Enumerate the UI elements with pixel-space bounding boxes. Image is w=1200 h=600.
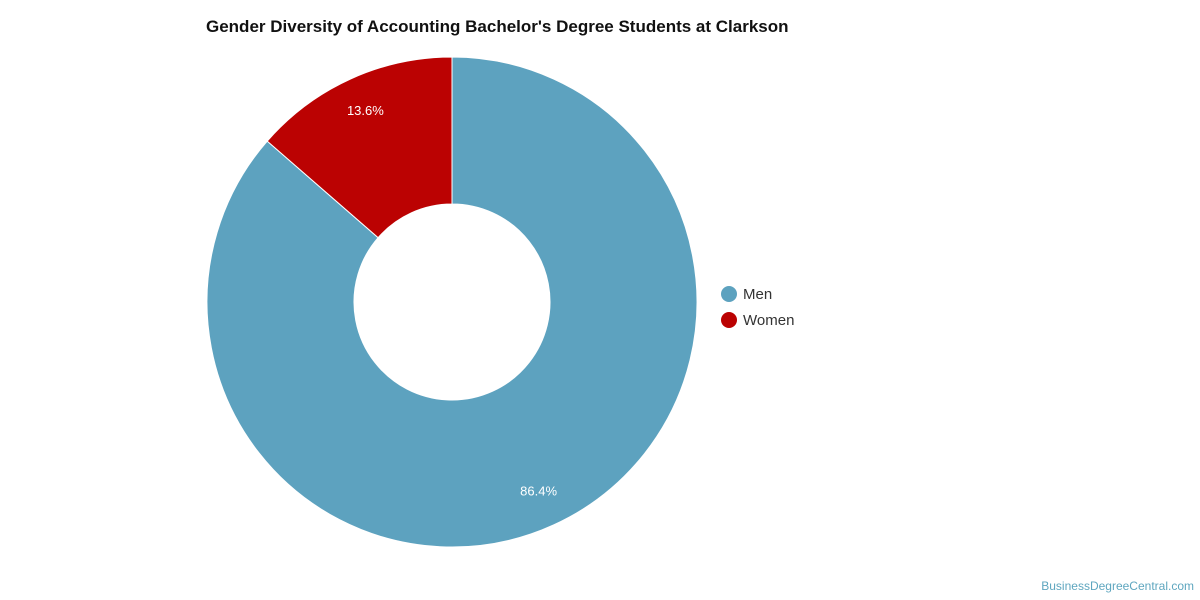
chart-title: Gender Diversity of Accounting Bachelor'… [206, 17, 789, 36]
legend-swatch-women [721, 312, 737, 328]
legend-swatch-men [721, 286, 737, 302]
slices-group [206, 56, 698, 548]
slice-men[interactable] [206, 56, 698, 548]
slice-label-women: 13.6% [347, 103, 384, 118]
legend-item-women[interactable]: Women [721, 307, 794, 333]
source-credit[interactable]: BusinessDegreeCentral.com [1041, 579, 1194, 593]
legend-label-women: Women [743, 311, 795, 329]
legend: Men Women [721, 281, 794, 333]
slice-label-men: 86.4% [520, 484, 557, 499]
legend-item-men[interactable]: Men [721, 281, 794, 307]
slice-women[interactable] [266, 56, 453, 239]
legend-label-men: Men [743, 285, 773, 303]
slice-labels-group: 86.4% 13.6% [347, 103, 558, 498]
